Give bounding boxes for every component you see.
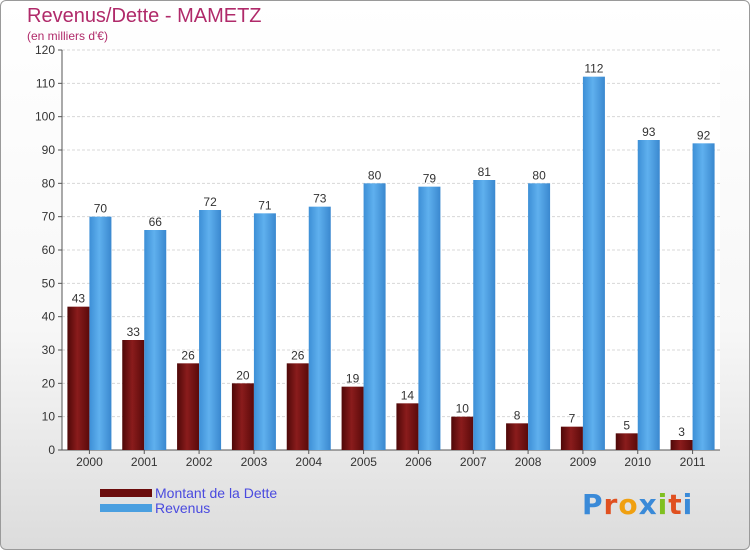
data-label-dette: 33 bbox=[127, 325, 141, 339]
bar-dette bbox=[506, 423, 529, 450]
x-tick-label: 2008 bbox=[515, 455, 542, 469]
bar-revenus bbox=[637, 140, 660, 450]
data-label-revenus: 72 bbox=[203, 195, 217, 209]
bar-dette bbox=[286, 363, 309, 450]
bar-dette bbox=[177, 363, 200, 450]
data-label-dette: 19 bbox=[346, 372, 360, 386]
data-label-revenus: 66 bbox=[149, 215, 163, 229]
data-label-revenus: 71 bbox=[258, 198, 272, 212]
data-label-dette: 14 bbox=[401, 388, 415, 402]
x-tick-label: 2007 bbox=[460, 455, 487, 469]
x-tick-label: 2002 bbox=[186, 455, 213, 469]
data-label-revenus: 93 bbox=[642, 125, 656, 139]
y-tick-label: 60 bbox=[42, 243, 56, 257]
legend-label-dette: Montant de la Dette bbox=[155, 485, 278, 501]
bar-revenus bbox=[473, 180, 496, 450]
bar-revenus bbox=[253, 213, 276, 450]
bar-revenus bbox=[582, 76, 605, 451]
x-tick-label: 2010 bbox=[624, 455, 651, 469]
x-tick-label: 2004 bbox=[295, 455, 322, 469]
data-label-revenus: 73 bbox=[313, 192, 327, 206]
y-tick-label: 50 bbox=[42, 276, 56, 290]
bar-dette bbox=[396, 403, 419, 450]
bar-revenus bbox=[528, 183, 551, 451]
chart-subtitle: (en milliers d'€) bbox=[27, 29, 108, 43]
bar-dette bbox=[560, 426, 583, 450]
bar-revenus bbox=[199, 210, 222, 450]
bar-dette bbox=[231, 383, 254, 450]
bar-revenus bbox=[692, 143, 715, 451]
logo-letter: i bbox=[657, 488, 669, 521]
y-tick-label: 110 bbox=[36, 76, 55, 90]
y-tick-label: 80 bbox=[42, 176, 56, 190]
bar-dette bbox=[670, 440, 693, 450]
logo-letter: o bbox=[618, 488, 639, 521]
x-tick-label: 2001 bbox=[131, 455, 158, 469]
bar-dette bbox=[122, 340, 145, 450]
x-tick-label: 2011 bbox=[680, 455, 706, 469]
data-label-revenus: 80 bbox=[368, 168, 382, 182]
data-label-revenus: 81 bbox=[478, 165, 492, 179]
bar-revenus bbox=[418, 186, 441, 450]
data-label-revenus: 80 bbox=[532, 168, 546, 182]
proxiti-logo: Proxiti bbox=[582, 488, 693, 521]
bar-revenus bbox=[363, 183, 386, 451]
x-tick-label: 2006 bbox=[405, 455, 432, 469]
bar-dette bbox=[67, 306, 90, 450]
legend-label-revenus: Revenus bbox=[155, 500, 211, 516]
y-tick-label: 90 bbox=[42, 143, 56, 157]
legend-swatch-dette bbox=[100, 489, 152, 497]
y-tick-label: 10 bbox=[42, 410, 56, 424]
data-label-revenus: 112 bbox=[584, 62, 603, 76]
x-tick-label: 2003 bbox=[241, 455, 268, 469]
data-label-dette: 8 bbox=[514, 408, 521, 422]
data-label-dette: 5 bbox=[623, 418, 630, 432]
y-tick-label: 0 bbox=[48, 443, 55, 457]
bar-dette bbox=[341, 386, 364, 450]
bar-revenus bbox=[144, 230, 167, 450]
logo-letter: x bbox=[638, 488, 658, 521]
y-tick-label: 70 bbox=[42, 210, 56, 224]
x-tick-label: 2005 bbox=[350, 455, 377, 469]
y-tick-label: 100 bbox=[35, 110, 55, 124]
bar-revenus bbox=[89, 216, 112, 450]
y-tick-label: 20 bbox=[42, 376, 56, 390]
data-label-dette: 26 bbox=[291, 348, 305, 362]
y-tick-label: 120 bbox=[35, 43, 55, 57]
bar-revenus bbox=[308, 206, 331, 450]
data-label-dette: 20 bbox=[236, 368, 250, 382]
bar-dette bbox=[615, 433, 638, 450]
data-label-revenus: 70 bbox=[94, 202, 108, 216]
y-tick-label: 40 bbox=[42, 310, 56, 324]
data-label-dette: 3 bbox=[678, 425, 685, 439]
x-tick-label: 2009 bbox=[570, 455, 597, 469]
data-label-revenus: 79 bbox=[423, 172, 437, 186]
plot-area bbox=[62, 50, 720, 450]
data-label-dette: 43 bbox=[72, 292, 86, 306]
logo-letter: t bbox=[668, 488, 683, 521]
logo-letter: r bbox=[603, 488, 619, 521]
chart-title: Revenus/Dette - MAMETZ bbox=[27, 5, 262, 27]
bar-dette bbox=[451, 416, 474, 450]
data-label-dette: 26 bbox=[181, 348, 195, 362]
data-label-revenus: 92 bbox=[697, 128, 711, 142]
logo-letter: P bbox=[582, 488, 604, 521]
y-tick-label: 30 bbox=[42, 343, 56, 357]
data-label-dette: 7 bbox=[569, 412, 576, 426]
legend-swatch-revenus bbox=[100, 504, 152, 512]
x-tick-label: 2000 bbox=[76, 455, 103, 469]
logo-letter: i bbox=[682, 488, 694, 521]
data-label-dette: 10 bbox=[456, 402, 470, 416]
